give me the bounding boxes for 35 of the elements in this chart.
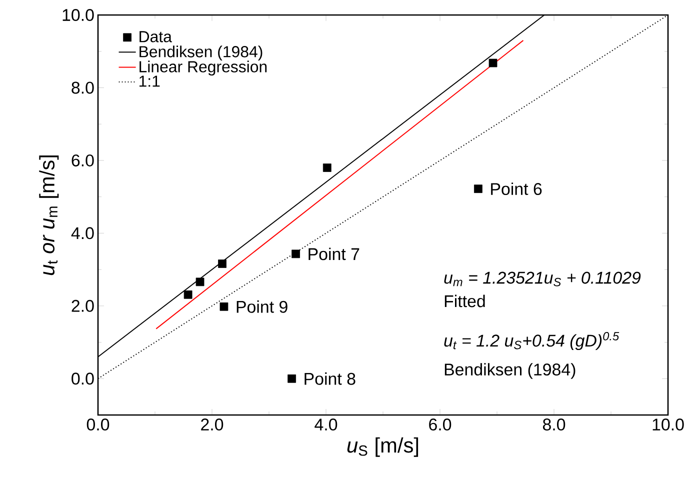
annotation: Point 7 — [308, 248, 360, 260]
x-tick-label: 8.0 — [542, 418, 566, 431]
legend-label: 1:1 — [140, 76, 160, 87]
y-tick-label: 8.0 — [72, 82, 94, 94]
x-axis-title: u$_{S}$ [m/s] — [347, 437, 418, 457]
x-tick-label: 0.0 — [86, 418, 110, 431]
annotation: Fitted — [444, 294, 485, 308]
x-tick-label: 2.0 — [201, 418, 224, 431]
y-tick-label: 2.0 — [72, 300, 94, 312]
y-tick-label: 10.0 — [62, 9, 94, 21]
point — [288, 374, 296, 383]
x-tick-label: 4.0 — [314, 418, 338, 431]
annotation: Point 6 — [491, 182, 542, 196]
point — [196, 278, 204, 286]
y-axis-title: u$_{t}$ or u$_{m}$ [m/s] — [39, 156, 59, 276]
legend-label: Data — [140, 31, 172, 42]
x-tick-label: 10.0 — [652, 418, 684, 431]
point — [292, 250, 300, 258]
x-tick-label: 6.0 — [429, 418, 452, 431]
legend-label: Bendiksen (1984) — [140, 46, 262, 60]
annotation: u$_{t}$ = 1.2 u$_{S}$+0.54 (gD)$^{0.5}$ — [444, 332, 620, 350]
point — [218, 260, 226, 268]
point — [220, 302, 228, 311]
point — [474, 184, 482, 193]
y-tick-label: 4.0 — [71, 227, 94, 240]
point — [488, 58, 498, 68]
annotation: Point 8 — [304, 372, 356, 385]
annotation: Bendiksen (1984) — [444, 363, 576, 379]
annotation: Point 9 — [236, 300, 288, 313]
point — [184, 290, 192, 299]
annotation: u$_{m}$ = 1.23521u$_{S}$ + 0.11029 — [444, 272, 641, 286]
legend-label: Linear Regression — [140, 60, 267, 76]
point — [322, 164, 332, 172]
y-tick-label: 0.0 — [72, 372, 94, 385]
y-tick-label: 6.0 — [72, 154, 94, 166]
